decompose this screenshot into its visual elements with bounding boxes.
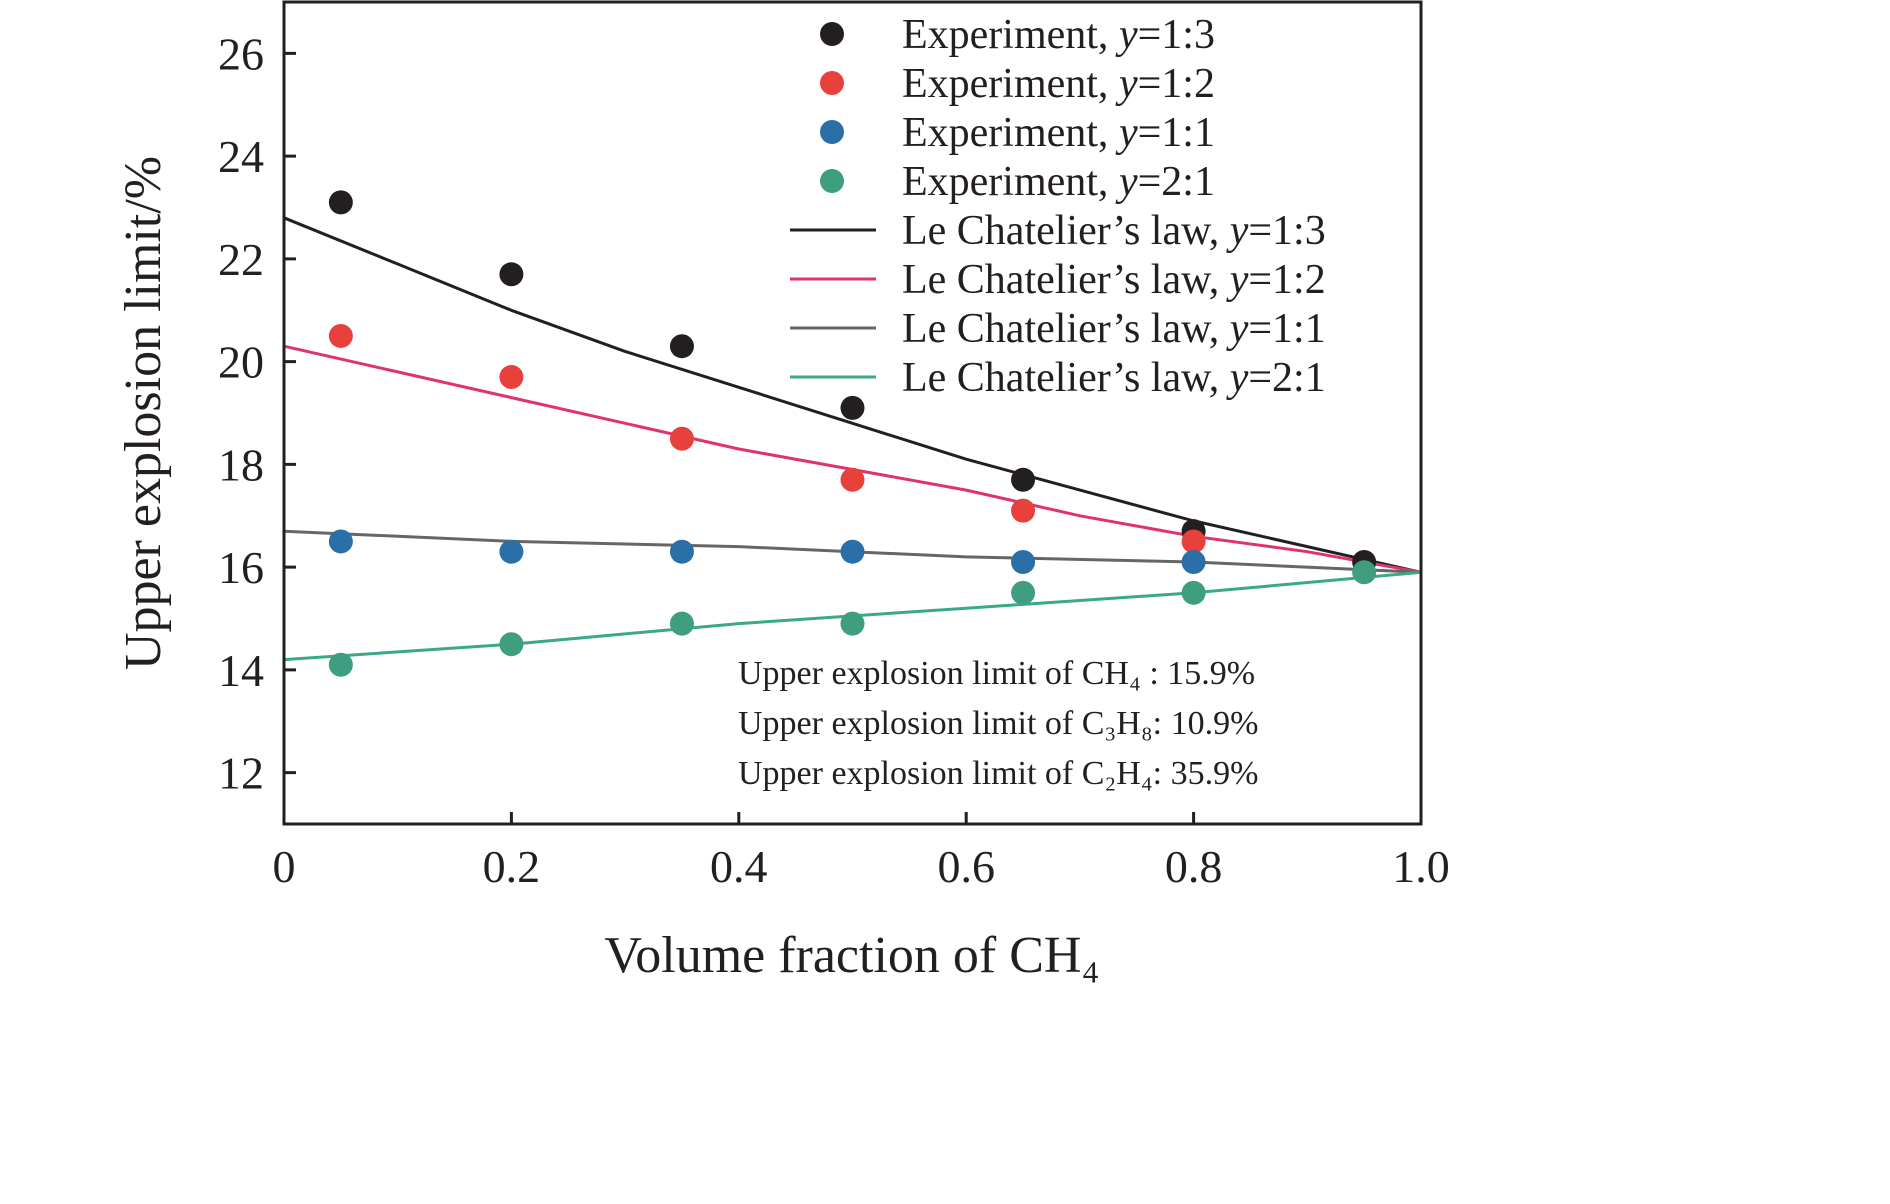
data-point xyxy=(1181,549,1206,574)
data-point xyxy=(669,426,694,451)
data-point xyxy=(840,467,865,492)
legend-label: Le Chatelier’s law, y=2:1 xyxy=(902,355,1326,401)
legend-label: Le Chatelier’s law, y=1:3 xyxy=(902,208,1326,254)
series-points xyxy=(328,190,1377,677)
x-tick-label: 1.0 xyxy=(1392,841,1450,892)
data-point xyxy=(328,652,353,677)
axes: 0 0.2 0.4 0.6 0.8 1.0 12 14 16 18 20 22 24 26 xyxy=(218,28,1450,892)
legend-label: Experiment, y=1:2 xyxy=(902,61,1215,107)
y-tick-label: 24 xyxy=(218,131,264,182)
data-point xyxy=(328,529,353,554)
x-tick-label: 0.4 xyxy=(710,841,768,892)
annotation-box: Upper explosion limit of CH₄ : 15.9% Uppe… xyxy=(738,655,1258,792)
data-point xyxy=(1181,529,1206,554)
data-point xyxy=(499,632,524,657)
annotation-text: Upper explosion limit of C₂H₄: 35.9% xyxy=(738,755,1258,792)
legend-marker xyxy=(820,120,844,144)
x-tick-label: 0.2 xyxy=(483,841,541,892)
data-point xyxy=(840,539,865,564)
data-point xyxy=(1181,580,1206,605)
y-tick-label: 14 xyxy=(218,645,264,696)
legend-label: Le Chatelier’s law, y=1:2 xyxy=(902,257,1326,303)
x-tick-label: 0.6 xyxy=(937,841,995,892)
data-point xyxy=(669,334,694,359)
data-point xyxy=(1011,498,1036,523)
y-axis-label: Upper explosion limit/% xyxy=(115,156,172,670)
data-point xyxy=(328,323,353,348)
series-line xyxy=(283,216,1422,574)
data-point xyxy=(328,190,353,215)
legend-marker xyxy=(820,22,844,46)
legend-label: Le Chatelier’s law, y=1:1 xyxy=(902,306,1326,352)
data-point xyxy=(1011,580,1036,605)
legend-label: Experiment, y=1:1 xyxy=(902,110,1215,156)
data-point xyxy=(1011,549,1036,574)
data-point xyxy=(840,611,865,636)
x-tick-label: 0 xyxy=(273,841,296,892)
y-tick-label: 18 xyxy=(218,439,264,490)
data-point xyxy=(499,539,524,564)
data-point xyxy=(669,611,694,636)
y-tick-label: 26 xyxy=(218,28,264,79)
data-point xyxy=(669,539,694,564)
data-point xyxy=(499,365,524,390)
data-point xyxy=(1352,560,1377,585)
legend-marker xyxy=(820,71,844,95)
data-point xyxy=(1011,467,1036,492)
data-point xyxy=(499,262,524,287)
data-point xyxy=(840,395,865,420)
legend-marker xyxy=(820,169,844,193)
y-tick-label: 20 xyxy=(218,337,264,388)
y-tick-label: 12 xyxy=(218,748,264,799)
x-tick-label: 0.8 xyxy=(1165,841,1223,892)
annotation-text: Upper explosion limit of CH₄ : 15.9% xyxy=(738,655,1255,692)
y-tick-label: 16 xyxy=(218,542,264,593)
annotation-text: Upper explosion limit of C₃H₈: 10.9% xyxy=(738,705,1258,742)
y-tick-label: 22 xyxy=(218,234,264,285)
plot-frame xyxy=(282,0,1423,826)
x-axis-label: Volume fraction of CH₄ xyxy=(604,927,1099,984)
legend-label: Experiment, y=1:3 xyxy=(902,12,1215,58)
legend-label: Experiment, y=2:1 xyxy=(902,159,1215,205)
chart: 0 0.2 0.4 0.6 0.8 1.0 12 14 16 18 20 22 24 26 Volume … xyxy=(115,0,1450,984)
